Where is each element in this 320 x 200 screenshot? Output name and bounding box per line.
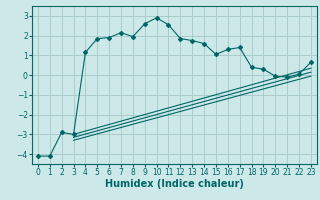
X-axis label: Humidex (Indice chaleur): Humidex (Indice chaleur) [105,179,244,189]
